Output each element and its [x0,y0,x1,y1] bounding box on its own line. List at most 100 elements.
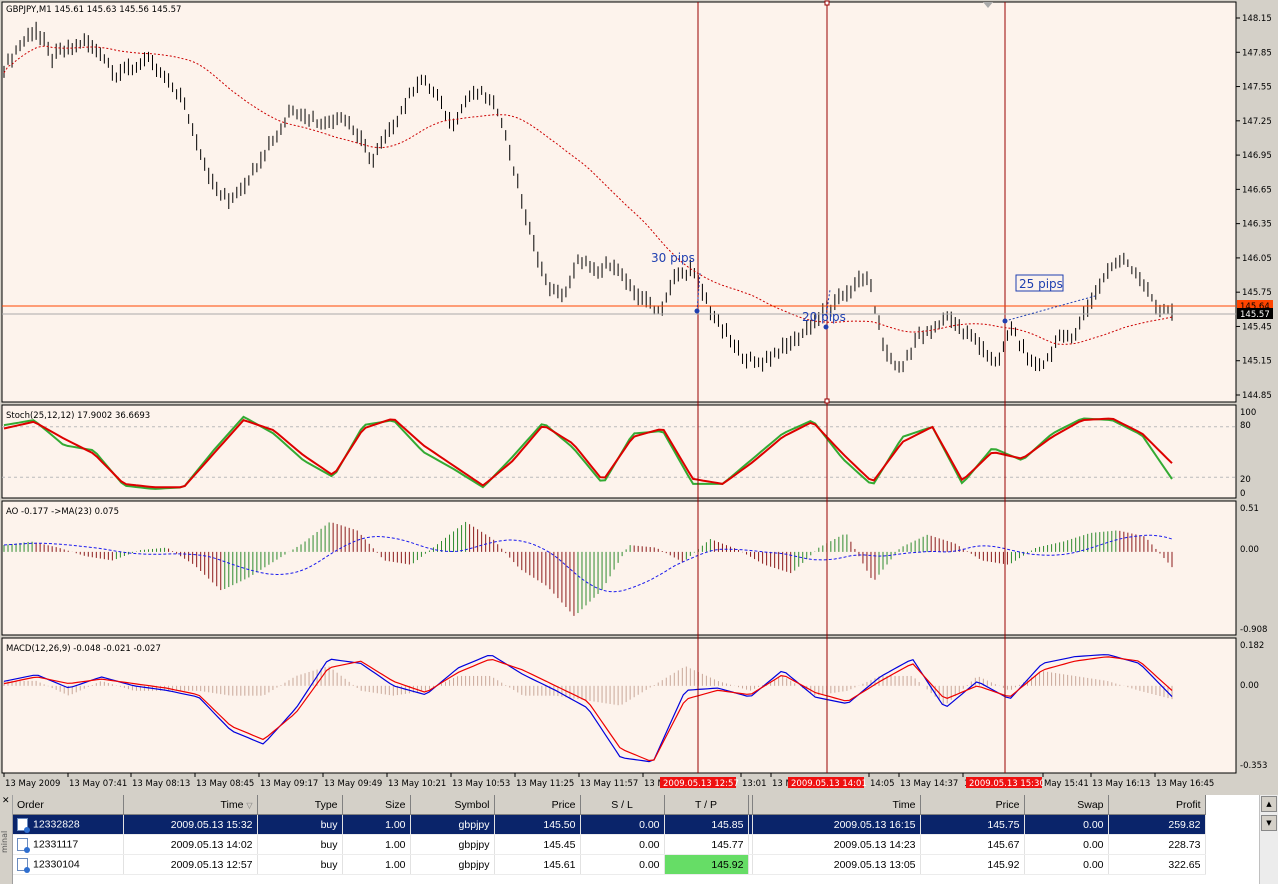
last-tag: 145.57 [1240,310,1270,320]
price-bars-layer [3,21,1173,373]
time-tick-label: 13 May 09:17 [260,779,318,789]
open-price-cell: 145.45 [494,834,581,855]
col-order[interactable]: Order [13,795,124,815]
terminal-panel: ✕ minal Order Time ▽ Type Size Symbol Pr… [0,795,1278,884]
price-tick-label: 147.85 [1242,48,1272,58]
open-price-cell: 145.50 [494,814,581,835]
price-tick-label: 145.15 [1242,357,1272,367]
col-close-price[interactable]: Price [920,795,1025,815]
ao-tick-zero: 0.00 [1240,545,1259,555]
sort-desc-icon: ▽ [246,800,253,810]
col-sl[interactable]: S / L [580,795,665,815]
symbol-cell: gbpjpy [410,814,495,835]
time-axis: 13 May 2009 13 May 07:41 13 May 08:13 13 Ma… [3,773,1214,789]
size-cell: 1.00 [342,854,411,875]
time-tick-label: 13 May 16:13 [1092,779,1150,789]
order-number: 12331117 [33,838,79,851]
time-tick-label: 13 M [644,779,665,789]
col-open-price[interactable]: Price [494,795,581,815]
col-spacer [748,795,753,815]
close-price-cell: 145.67 [920,834,1025,855]
ao-pane-bg[interactable] [1,500,1237,636]
type-cell: buy [257,854,343,875]
order-number: 12330104 [33,858,80,871]
main-header: GBPJPY,M1 145.61 145.63 145.56 145.57 [6,5,181,15]
profit-cell: 228.73 [1108,834,1206,855]
time-marker-bg [788,777,864,788]
table-row[interactable]: 12330104 2009.05.13 12:57 buy 1.00 gbpjp… [13,854,1206,875]
orders-table: Order Time ▽ Type Size Symbol Price S / … [13,795,1206,875]
price-tick-label: 147.55 [1242,83,1272,93]
col-close-time[interactable]: Time [752,795,921,815]
table-row[interactable]: 12331117 2009.05.13 14:02 buy 1.00 gbpjp… [13,834,1206,855]
macd-layer [3,654,1173,763]
macd-tick-min: -0.353 [1240,761,1267,771]
entry-marker-3[interactable] [1002,318,1008,324]
time-tick-label: 13:01 [742,779,767,789]
close-icon[interactable]: ✕ [2,796,10,806]
close-time-cell: 2009.05.13 16:15 [752,814,921,835]
price-tick-label: 148.15 [1242,14,1272,24]
sl-cell: 0.00 [580,854,665,875]
terminal-scrollbar[interactable]: ▲ ▼ [1259,795,1278,884]
col-swap[interactable]: Swap [1024,795,1109,815]
macd-pane-bg[interactable] [1,637,1237,774]
price-tick-label: 146.95 [1242,151,1272,161]
spacer-cell [748,834,753,855]
col-tp[interactable]: T / P [664,795,749,815]
profit-cell: 259.82 [1108,814,1206,835]
vline-handle-top [824,0,830,6]
macd-tick-zero: 0.00 [1240,681,1259,691]
price-tick-label: 146.65 [1242,185,1272,195]
ao-tick-min: -0.908 [1240,625,1267,635]
col-symbol[interactable]: Symbol [410,795,495,815]
last-tag-bg [1237,308,1273,319]
top-shift-marker[interactable] [983,2,993,8]
tp-cell: 145.77 [664,834,749,855]
tp-cell: 145.92 [664,854,749,875]
time-tick-label: May 15:41 [1044,779,1089,789]
spacer-cell [748,854,753,875]
entry-marker-1[interactable] [694,308,700,314]
open-time-cell: 2009.05.13 14:02 [123,834,258,855]
macd-tick-max: 0.182 [1240,641,1264,651]
price-tick-label: 147.25 [1242,117,1272,127]
col-type[interactable]: Type [257,795,343,815]
col-open-time-label: Time [220,798,244,811]
price-tick-label: 146.05 [1242,254,1272,264]
time-tick-label: 13 May 09:49 [324,779,382,789]
order-icon [17,838,30,853]
order-number: 12332828 [33,818,80,831]
close-time-cell: 2009.05.13 13:05 [752,854,921,875]
col-size[interactable]: Size [342,795,411,815]
swap-cell: 0.00 [1024,814,1109,835]
table-row[interactable]: 12332828 2009.05.13 15:32 buy 1.00 gbpjp… [13,814,1206,835]
table-header-row: Order Time ▽ Type Size Symbol Price S / … [13,795,1206,815]
col-open-time[interactable]: Time ▽ [123,795,258,815]
time-tick-label: 13 May 10:53 [452,779,510,789]
bid-tag: 145.64 [1240,302,1270,312]
main-pane-bg[interactable] [1,1,1237,403]
close-price-cell: 145.92 [920,854,1025,875]
scroll-up-button[interactable]: ▲ [1261,796,1277,812]
order-cell: 12332828 [13,814,124,835]
time-tick-label: 13 May 11:57 [580,779,638,789]
trade-line-2 [825,289,831,317]
open-time-cell: 2009.05.13 12:57 [123,854,258,875]
col-profit[interactable]: Profit [1108,795,1206,815]
time-marker-bg [660,777,736,788]
sl-cell: 0.00 [580,834,665,855]
stoch-tick-0: 0 [1240,489,1245,499]
stoch-tick-100: 100 [1240,408,1256,418]
time-tick-label: 13 May 08:45 [196,779,254,789]
annotation-30-pips: 30 pips [651,251,695,265]
annotation-20-pips: 20 pips [802,310,846,324]
ao-layer [3,521,1173,616]
entry-marker-2[interactable] [823,324,829,330]
sl-cell: 0.00 [580,814,665,835]
scroll-down-button[interactable]: ▼ [1261,815,1277,831]
symbol-cell: gbpjpy [410,854,495,875]
chart-area[interactable]: 30 pips 20 pips 25 pips GBPJPY,M1 145.61… [0,0,1278,795]
stoch-pane-bg[interactable] [1,404,1237,499]
time-marker-label: 2009.05.13 12:57 [663,779,739,789]
